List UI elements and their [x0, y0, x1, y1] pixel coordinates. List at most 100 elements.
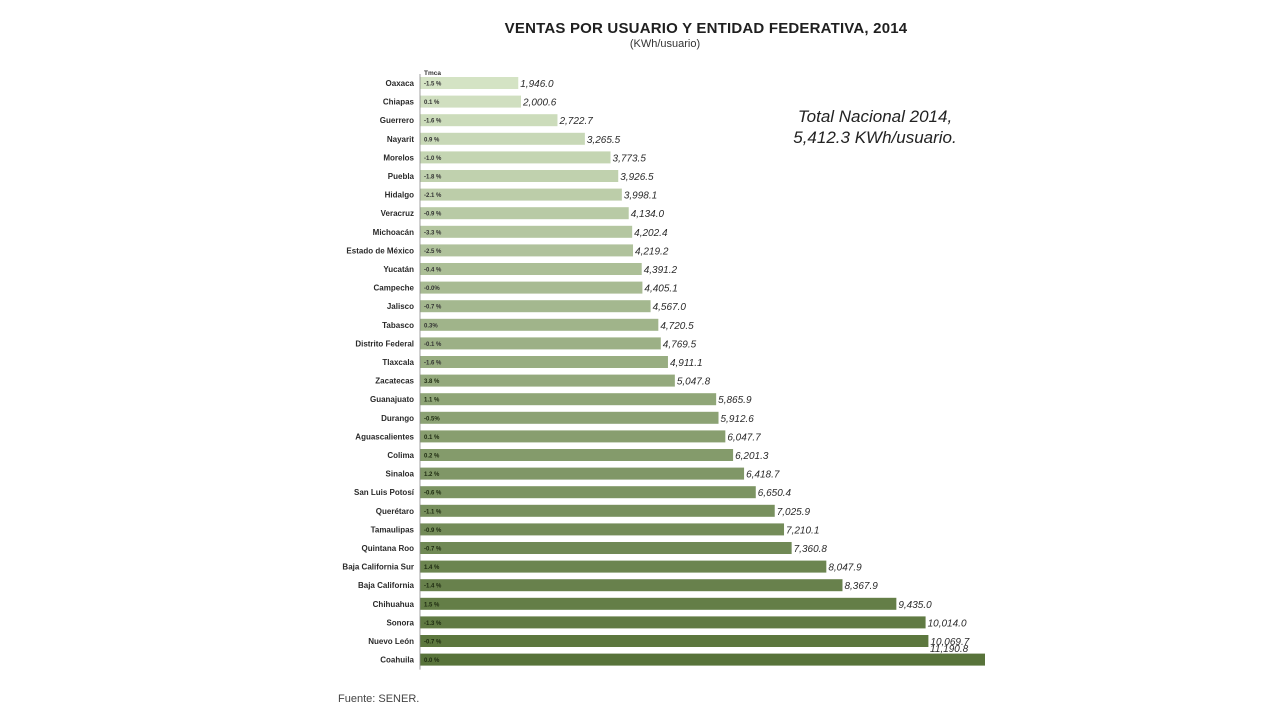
tmca-label: 0.2 % [424, 454, 440, 460]
value-label: 10,014.0 [928, 618, 967, 629]
bar [420, 393, 717, 406]
category-label: Puebla [388, 172, 415, 181]
tmca-label: -1.6 % [424, 361, 442, 367]
category-label: Baja California Sur [342, 563, 414, 572]
value-label: 3,998.1 [624, 191, 657, 202]
category-label: Aguascalientes [355, 432, 414, 441]
source-note: Fuente: SENER. [338, 693, 420, 705]
bar [420, 77, 519, 89]
tmca-label: -0.5% [424, 416, 440, 422]
value-label: 4,405.1 [644, 284, 677, 295]
value-label: 4,202.4 [634, 228, 668, 239]
bar [420, 151, 611, 164]
category-label: Michoacán [373, 228, 414, 237]
tmca-label: -0.7 % [424, 640, 442, 646]
tmca-label: 1.1 % [424, 398, 440, 404]
tmca-label: -0.9 % [424, 212, 442, 218]
category-label: Tamaulipas [371, 525, 415, 534]
value-label: 5,912.6 [721, 414, 755, 425]
tmca-label: -1.3 % [424, 621, 442, 627]
bar [420, 281, 643, 294]
tmca-label: -0.7 % [424, 305, 442, 311]
bar [420, 356, 668, 368]
value-label: 10,069.7 [930, 637, 969, 648]
value-label: 8,367.9 [844, 581, 878, 592]
category-label: Yucatán [383, 265, 414, 274]
category-label: Sinaloa [386, 470, 415, 479]
tmca-label: -0.6 % [424, 491, 442, 497]
tmca-label: -0.0% [424, 286, 440, 292]
value-label: 4,720.5 [660, 321, 694, 332]
value-label: 7,360.8 [794, 544, 828, 555]
value-label: 8,047.9 [828, 563, 862, 574]
bar [420, 579, 843, 592]
tmca-label: -1.0 % [424, 156, 442, 162]
bar [420, 207, 629, 220]
value-label: 3,926.5 [620, 172, 654, 183]
category-label: Chihuahua [373, 600, 415, 609]
tmca-label: -3.3 % [424, 230, 442, 236]
tmca-label: -1.1 % [424, 509, 442, 515]
value-label: 11,190.8 [930, 644, 969, 655]
tmca-label: -0.9 % [424, 528, 442, 534]
total-annotation: Total Nacional 2014, 5,412.3 KWh/usuario… [770, 106, 980, 148]
category-label: San Luis Potosí [354, 488, 415, 497]
value-label: 6,418.7 [746, 470, 780, 481]
tmca-label: -0.4 % [424, 268, 442, 274]
bar [420, 449, 734, 461]
bar [420, 318, 659, 331]
tmca-label: -1.8 % [424, 175, 442, 181]
value-label: 7,025.9 [777, 507, 811, 518]
category-label: Guerrero [380, 116, 414, 125]
bar [420, 263, 642, 275]
bar [420, 597, 897, 610]
category-label: Durango [381, 414, 414, 423]
category-label: Querétaro [376, 507, 414, 516]
value-label: 4,391.2 [644, 265, 678, 276]
total-annotation-line2: 5,412.3 KWh/usuario. [793, 128, 957, 147]
value-label: 5,047.8 [677, 377, 711, 388]
bar [420, 467, 745, 480]
value-label: 6,201.3 [735, 451, 769, 462]
tmca-label: 1.2 % [424, 472, 440, 478]
bar [420, 542, 792, 554]
tmca-label: -2.1 % [424, 193, 442, 199]
value-label: 3,265.5 [587, 135, 621, 146]
bar [420, 635, 929, 647]
value-label: 4,769.5 [663, 339, 697, 350]
category-label: Hidalgo [385, 191, 414, 200]
tmca-label: 1.4 % [424, 565, 440, 571]
bar [420, 188, 622, 201]
bar [420, 132, 585, 145]
tmca-label: 0.3% [424, 323, 438, 329]
category-label: Sonora [386, 618, 414, 627]
tmca-label: 0.0 % [424, 658, 440, 664]
value-label: 4,567.0 [653, 302, 687, 313]
category-label: Nayarit [387, 135, 414, 144]
category-label: Colima [387, 451, 414, 460]
bar [420, 337, 661, 350]
category-label: Quintana Roo [362, 544, 415, 553]
bar [420, 114, 558, 127]
total-annotation-line1: Total Nacional 2014, [797, 107, 953, 126]
category-label: Oaxaca [386, 79, 415, 88]
tmca-label: 0.1 % [424, 435, 440, 441]
bar [420, 300, 651, 313]
category-label: Coahuila [380, 656, 414, 665]
value-label: 4,911.1 [670, 358, 703, 369]
bar [420, 523, 785, 536]
value-label: 9,435.0 [898, 600, 932, 611]
category-label: Tlaxcala [382, 358, 414, 367]
tmca-label: 0.1 % [424, 100, 440, 106]
category-label: Morelos [383, 153, 414, 162]
category-label: Chiapas [383, 98, 415, 107]
bar [420, 616, 926, 629]
value-label: 7,210.1 [786, 525, 819, 536]
bar [420, 225, 633, 238]
category-label: Estado de México [346, 246, 414, 255]
bar [420, 95, 522, 108]
tmca-label: -1.6 % [424, 119, 442, 125]
category-label: Baja California [358, 581, 415, 590]
tmca-label: -0.7 % [424, 547, 442, 553]
category-label: Guanajuato [370, 395, 414, 404]
